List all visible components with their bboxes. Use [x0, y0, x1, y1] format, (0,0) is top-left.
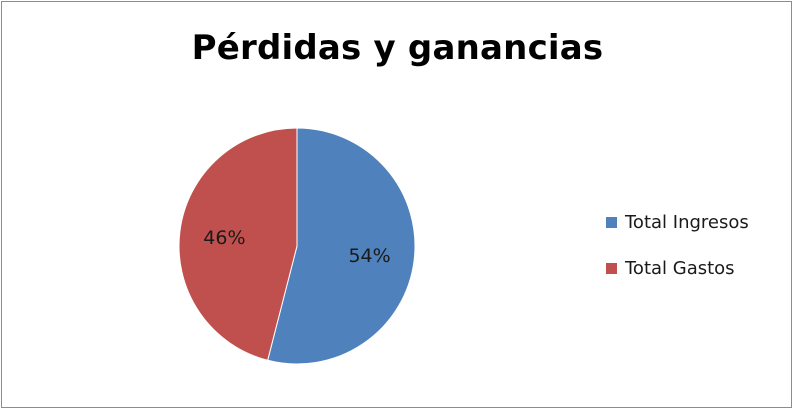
- legend-swatch-total-ingresos: [606, 217, 617, 228]
- legend-label-total-ingresos: Total Ingresos: [624, 212, 749, 233]
- pie-slice-total-ingresos: [267, 127, 416, 365]
- data-label-total-ingresos: 54%: [348, 245, 390, 267]
- chart-title: Pérdidas y ganancias: [191, 28, 604, 68]
- data-label-total-gastos: 46%: [203, 227, 245, 249]
- legend-swatch-total-gastos: [606, 263, 617, 274]
- legend-label-total-gastos: Total Gastos: [624, 258, 735, 279]
- pie-slice-total-gastos: [178, 127, 298, 361]
